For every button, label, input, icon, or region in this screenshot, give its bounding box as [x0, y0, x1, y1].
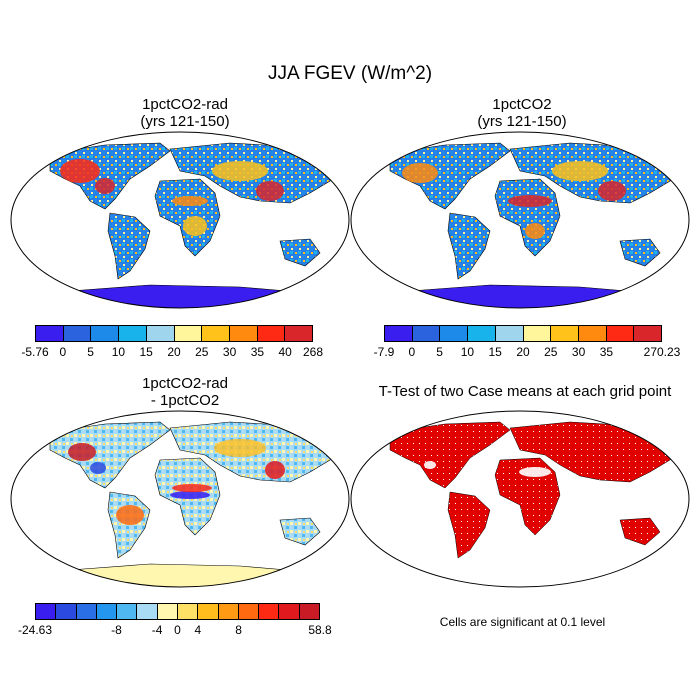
colorbar-swatch: [468, 326, 496, 341]
colorbar-tick-label: -4: [151, 623, 163, 637]
colorbar-swatch: [157, 604, 178, 619]
colorbar-tick-label: 40: [278, 345, 292, 359]
colorbar-tick-label: 0: [59, 345, 67, 359]
colorbar-swatch: [238, 604, 260, 619]
colorbar-tick-label: 25: [195, 345, 209, 359]
colorbar-swatch: [202, 326, 230, 341]
colorbar-swatch: [285, 326, 313, 341]
colorbar-swatch: [495, 326, 524, 341]
colorbar-swatch: [174, 326, 203, 341]
panel-title-ttest: T-Test of two Case means at each grid po…: [378, 383, 672, 400]
colorbar-tick-label: -5.76: [21, 345, 49, 359]
hotspots: [402, 161, 626, 239]
panel-title-rad: 1pctCO2-rad (yrs 121-150): [140, 96, 230, 130]
colorbar-diff: [35, 603, 320, 620]
map-1pctco2-rad: [10, 131, 350, 309]
colorbar-co2: [384, 325, 662, 342]
colorbar-swatch: [299, 604, 319, 619]
significant-cells: [389, 421, 681, 559]
colorbar-swatch: [229, 326, 258, 341]
colorbar-swatch: [63, 326, 92, 341]
colorbar-swatch: [440, 326, 469, 341]
panel-title-diff: 1pctCO2-rad - 1pctCO2: [142, 375, 228, 409]
colorbar-tick-label: 20: [167, 345, 181, 359]
panel-title-co2: 1pctCO2 (yrs 121-150): [477, 96, 567, 130]
map-difference: [10, 410, 350, 588]
colorbar-tick-label: 30: [222, 345, 237, 359]
colorbar-swatch: [96, 604, 118, 619]
colorbar-swatch: [137, 604, 158, 619]
colorbar-swatch: [198, 604, 219, 619]
colorbar-tick-label: 4: [194, 623, 202, 637]
colorbar-tick-label: -8: [111, 623, 122, 637]
colorbar-swatch: [119, 326, 147, 341]
colorbar-swatch: [218, 604, 239, 619]
colorbar-rad: [35, 325, 313, 342]
colorbar-swatch: [523, 326, 552, 341]
colorbar-tick-label: 5: [436, 345, 443, 359]
colorbar-tick-label: 30: [571, 345, 586, 359]
colorbar-tick-label: 20: [516, 345, 530, 359]
colorbar-tick-label: 35: [250, 345, 265, 359]
colorbar-swatch: [146, 326, 175, 341]
map-1pctco2: [350, 131, 690, 309]
figure-title: JJA FGEV (W/m^2): [267, 63, 433, 84]
colorbar-tick-label: 15: [139, 345, 153, 359]
colorbar-tick-label: 15: [488, 345, 502, 359]
colorbar-tick-label: -7.9: [373, 345, 395, 359]
map-ttest: [350, 410, 690, 588]
colorbar-tick-label: 270.23: [643, 345, 681, 359]
hotspots: [60, 159, 284, 236]
colorbar-swatch: [634, 326, 662, 341]
colorbar-swatch: [606, 326, 635, 341]
colorbar-tick-label: 8: [235, 623, 242, 637]
significance-note: Cells are significant at 0.1 level: [439, 615, 606, 629]
colorbar-swatch: [117, 604, 138, 619]
colorbar-tick-label: 10: [460, 345, 475, 359]
colorbar-tick-label: 0: [408, 345, 416, 359]
colorbar-swatch: [177, 604, 199, 619]
colorbar-swatch: [36, 604, 57, 619]
colorbar-swatch: [36, 326, 64, 341]
colorbar-tick-label: 25: [544, 345, 558, 359]
colorbar-tick-label: 10: [111, 345, 126, 359]
anomalies: [68, 439, 285, 525]
colorbar-swatch: [91, 326, 120, 341]
colorbar-swatch: [259, 604, 280, 619]
colorbar-swatch: [551, 326, 579, 341]
colorbar-swatch: [385, 326, 413, 341]
colorbar-tick-label: -24.63: [17, 623, 53, 637]
colorbar-tick-label: 268: [302, 345, 324, 359]
colorbar-swatch: [578, 326, 607, 341]
colorbar-swatch: [279, 604, 300, 619]
colorbar-swatch: [56, 604, 77, 619]
colorbar-swatch: [412, 326, 441, 341]
colorbar-tick-label: 0: [174, 623, 181, 637]
colorbar-tick-label: 58.8: [308, 623, 332, 637]
colorbar-swatch: [76, 604, 97, 619]
colorbar-tick-label: 5: [87, 345, 94, 359]
colorbar-tick-label: 35: [599, 345, 614, 359]
colorbar-swatch: [257, 326, 286, 341]
